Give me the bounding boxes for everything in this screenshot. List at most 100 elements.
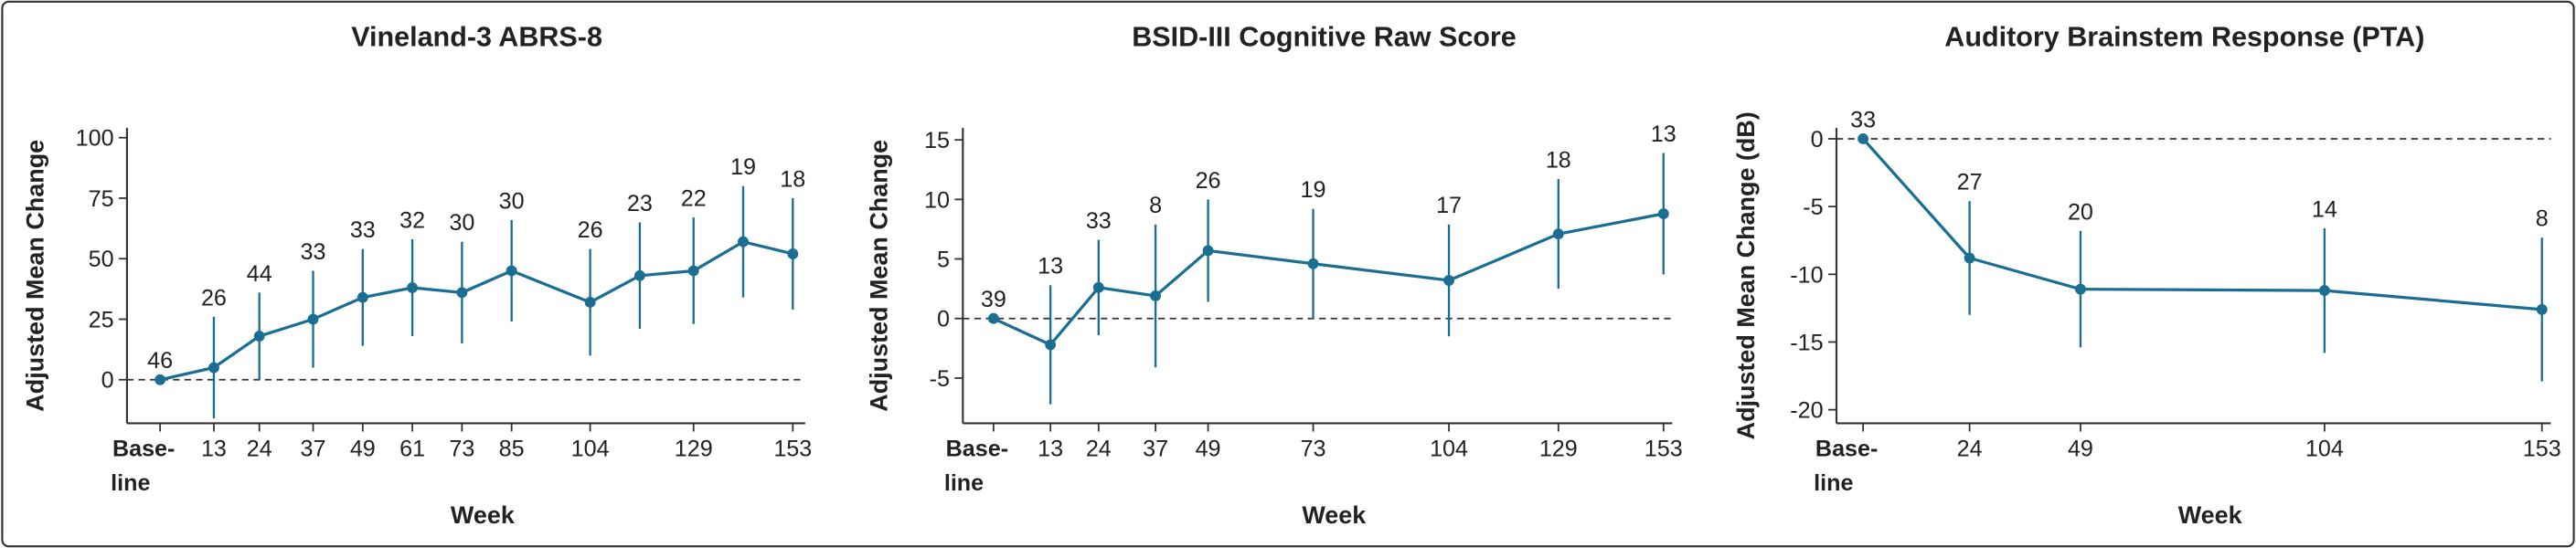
count-label: 13 xyxy=(1038,254,1063,279)
data-point xyxy=(787,248,799,259)
data-point xyxy=(307,313,319,325)
data-point xyxy=(456,287,468,299)
y-tick-label: 5 xyxy=(937,248,950,273)
count-label: 19 xyxy=(730,154,756,180)
y-tick-label: 0 xyxy=(1811,127,1824,153)
x-tick-label: 37 xyxy=(301,436,326,461)
y-tick-label: 10 xyxy=(924,187,950,213)
y-tick-label: -5 xyxy=(1803,195,1823,220)
x-tick-label: 24 xyxy=(1957,436,1983,461)
count-label: 46 xyxy=(147,348,173,374)
data-point xyxy=(2075,283,2086,295)
count-label: 30 xyxy=(449,210,474,236)
y-tick-label: -15 xyxy=(1790,330,1823,355)
y-tick-label: 100 xyxy=(76,126,114,152)
data-point xyxy=(687,265,699,277)
data-point xyxy=(1857,133,1869,144)
x-tick-label: 49 xyxy=(2068,436,2093,461)
x-tick-label: 73 xyxy=(1301,436,1326,461)
x-tick-label: 13 xyxy=(1038,436,1063,461)
data-point xyxy=(1150,290,1162,301)
y-tick-label: 0 xyxy=(937,307,950,332)
data-point xyxy=(1092,281,1104,293)
x-tick-label: 129 xyxy=(1539,436,1578,461)
data-point xyxy=(584,297,596,308)
count-label: 44 xyxy=(247,261,272,287)
data-point xyxy=(1657,208,1669,219)
x-tick-label: Base-line xyxy=(111,436,175,496)
data-point xyxy=(253,331,265,342)
x-tick-label: 153 xyxy=(1645,436,1683,461)
y-tick-label: -10 xyxy=(1790,262,1823,288)
x-tick-label: 104 xyxy=(1430,436,1468,461)
y-tick-label: 15 xyxy=(924,128,950,153)
y-axis-label: Adjusted Mean Change xyxy=(21,140,48,412)
y-tick-label: -5 xyxy=(930,366,950,392)
x-tick-label: 13 xyxy=(201,436,227,461)
x-tick-label: 24 xyxy=(1086,436,1112,461)
y-axis-label: Adjusted Mean Change xyxy=(866,140,893,412)
data-point xyxy=(1964,252,1975,264)
count-label: 33 xyxy=(1086,208,1112,234)
count-label: 26 xyxy=(578,217,603,243)
data-point xyxy=(208,362,219,374)
x-tick-label: 24 xyxy=(247,436,272,461)
count-label: 8 xyxy=(2536,206,2549,232)
count-label: 23 xyxy=(627,191,653,216)
data-point xyxy=(738,236,749,248)
x-tick-label: 104 xyxy=(2305,436,2344,461)
x-tick-label: 73 xyxy=(449,436,474,461)
x-tick-label: Base-line xyxy=(944,436,1008,496)
y-tick-label: 50 xyxy=(89,247,114,272)
count-label: 32 xyxy=(399,207,425,233)
data-point xyxy=(506,265,517,277)
count-label: 27 xyxy=(1957,170,1983,195)
data-point xyxy=(1045,339,1057,351)
data-point xyxy=(1552,228,1564,240)
y-tick-label: 25 xyxy=(89,307,114,332)
chart-title: Auditory Brainstem Response (PTA) xyxy=(1944,21,2424,52)
count-label: 30 xyxy=(499,188,525,214)
data-point xyxy=(2318,285,2330,297)
data-point xyxy=(2536,303,2548,315)
count-label: 26 xyxy=(1196,168,1221,194)
data-point xyxy=(407,282,419,293)
count-label: 26 xyxy=(201,285,227,311)
count-label: 39 xyxy=(981,287,1006,312)
count-label: 22 xyxy=(681,186,707,212)
data-point xyxy=(1307,258,1319,269)
y-axis-label: Adjusted Mean Change (dB) xyxy=(1732,111,1760,439)
chart-title: BSID-III Cognitive Raw Score xyxy=(1132,21,1517,52)
data-point xyxy=(154,374,166,385)
x-tick-label: 153 xyxy=(773,436,812,461)
data-point xyxy=(633,269,645,281)
x-axis-label: Week xyxy=(451,501,515,529)
chart-title: Vineland-3 ABRS-8 xyxy=(351,21,602,52)
y-tick-label: 0 xyxy=(101,368,114,394)
count-label: 33 xyxy=(1850,107,1876,132)
data-point xyxy=(987,312,999,324)
y-tick-label: -20 xyxy=(1790,398,1823,424)
y-tick-label: 75 xyxy=(89,186,114,212)
x-tick-label: 153 xyxy=(2523,436,2561,461)
x-tick-label: 85 xyxy=(499,436,525,461)
count-label: 18 xyxy=(780,166,805,192)
x-tick-label: 129 xyxy=(675,436,713,461)
x-axis-label: Week xyxy=(2178,501,2242,529)
x-axis-label: Week xyxy=(1302,501,1366,529)
x-tick-label: 61 xyxy=(399,436,425,461)
x-tick-label: 49 xyxy=(1196,436,1221,461)
count-label: 33 xyxy=(350,217,376,243)
count-label: 17 xyxy=(1436,193,1462,218)
count-label: 20 xyxy=(2068,199,2093,225)
data-point xyxy=(1202,245,1214,257)
count-label: 14 xyxy=(2312,196,2337,222)
count-label: 33 xyxy=(301,239,326,265)
data-point xyxy=(1443,275,1454,286)
x-tick-label: 104 xyxy=(571,436,610,461)
x-tick-label: 37 xyxy=(1143,436,1168,461)
count-label: 19 xyxy=(1301,177,1326,203)
count-label: 13 xyxy=(1651,121,1677,147)
